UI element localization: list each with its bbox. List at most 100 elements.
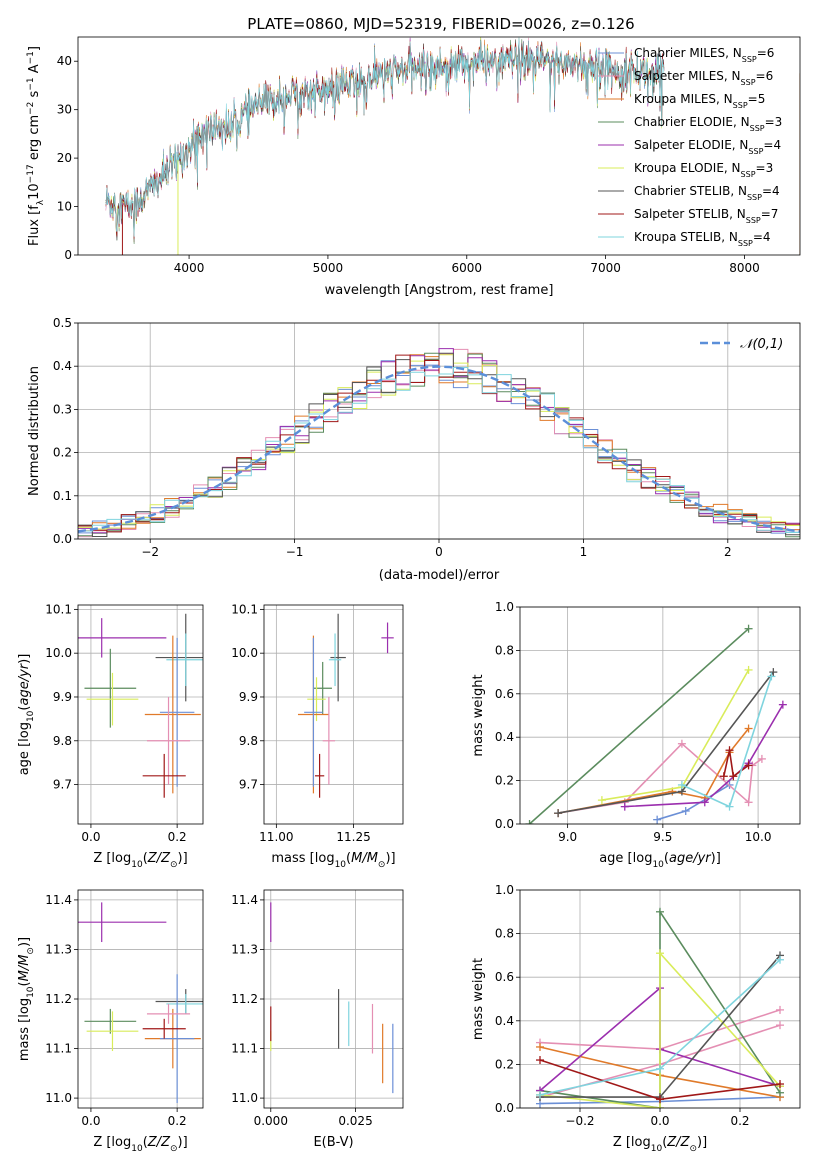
y-tick-label: 9.8 [53, 734, 72, 748]
x-tick-label: 2 [724, 545, 732, 559]
x-tick-label: 0.2 [168, 1114, 187, 1128]
series-marker [656, 907, 664, 916]
plot-area [78, 902, 203, 1104]
y-tick-label: 0.3 [53, 402, 72, 416]
gaussian-curve [78, 365, 800, 533]
x-tick-label: −0.2 [565, 1114, 594, 1128]
y-tick-label: 0.8 [495, 643, 514, 657]
series-line [624, 704, 784, 808]
series-salpeter-stelib [536, 1056, 784, 1104]
series-line [528, 628, 750, 824]
series-marker [776, 1021, 784, 1030]
series-chabrier-elodie [525, 624, 753, 824]
errorbar-point-kroupa-elodie [86, 672, 139, 726]
series-marker [656, 1104, 664, 1108]
errorbar-point-chabrier-stelib [330, 613, 346, 702]
y-axis-label: mass weight [471, 674, 486, 756]
legend-label: Salpeter MILES, NSSP=6 [634, 69, 773, 87]
y-tick-label: 10 [57, 200, 72, 214]
axes-frame [519, 606, 801, 825]
series-marker [677, 780, 686, 789]
y-tick-label: 40 [57, 54, 72, 68]
series-marker [757, 754, 766, 763]
legend: 𝒩(0,1) [700, 337, 783, 352]
plot-area [78, 613, 203, 798]
panel-residuals: −2 −1 0 1 2 0.0 0.1 0.2 0.3 0.4 0.5 𝒩(0,1) (data-mod… [27, 316, 801, 583]
errorbar-point-kroupa-stelib [328, 633, 342, 687]
y-axis-label: mass weight [471, 958, 486, 1040]
series-kroupa-stelib [536, 955, 784, 1099]
y-tick-label: 11.1 [231, 1042, 258, 1056]
axes-frame [77, 604, 204, 825]
series-marker [744, 761, 753, 770]
x-tick-label: −1 [286, 545, 304, 559]
series-line [557, 671, 774, 814]
series-marker [776, 1080, 784, 1089]
histogram-kroupa-stelib [78, 367, 800, 533]
y-tick-label: 0.2 [53, 446, 72, 460]
series-marker [725, 802, 734, 811]
series-marker [776, 1005, 784, 1014]
x-tick-label: 0.2 [730, 1114, 749, 1128]
y-tick-label: 11.0 [45, 1091, 72, 1105]
plot-area [105, 37, 800, 255]
x-axis-label: Z [log10(Z/Z⊙)] [93, 851, 187, 870]
y-tick-label: 0.8 [495, 927, 514, 941]
errorbar-point-salpeter-stelib [142, 1018, 186, 1039]
x-tick-label: 11.25 [336, 830, 370, 844]
x-tick-label: 8000 [729, 261, 760, 275]
series-marker [744, 724, 753, 733]
legend-label: Kroupa STELIB, NSSP=4 [634, 230, 771, 248]
y-axis-label: mass [log10(M/M⊙)] [17, 937, 36, 1061]
y-tick-label: 0 [64, 248, 72, 262]
x-tick-label: 0 [435, 545, 443, 559]
y-tick-label: 0.4 [53, 359, 72, 373]
x-tick-label: 5000 [313, 261, 344, 275]
x-tick-label: 0.000 [254, 1114, 288, 1128]
y-tick-label: 10.1 [45, 602, 72, 616]
panel-age_vs_mass: 11.00 11.25 9.7 9.8 9.9 10.0 10.1 mass [log10(M… [231, 602, 404, 870]
y-tick-label: 0.0 [53, 532, 72, 546]
errorbar-point-salpeter-stelib [314, 753, 325, 798]
series-line [539, 951, 781, 1108]
x-tick-label: 4000 [174, 261, 205, 275]
y-tick-label: 0.0 [495, 1101, 514, 1115]
y-tick-label: 30 [57, 103, 72, 117]
x-tick-label: 0.0 [650, 1114, 669, 1128]
y-tick-label: 10.1 [231, 602, 258, 616]
x-axis-label: wavelength [Angstrom, rest frame] [325, 283, 554, 298]
x-axis-label: (data-model)/error [379, 568, 500, 583]
series-marker [656, 1064, 664, 1073]
x-tick-label: 6000 [451, 261, 482, 275]
series-marker [656, 1095, 664, 1104]
y-tick-label: 11.2 [231, 992, 258, 1006]
y-tick-label: 0.4 [495, 1014, 514, 1028]
series-marker [769, 668, 778, 677]
y-tick-label: 11.4 [45, 893, 72, 907]
y-tick-label: 1.0 [495, 883, 514, 897]
series-marker [776, 955, 784, 964]
y-tick-label: 0.6 [495, 687, 514, 701]
series-marker [677, 739, 686, 748]
series-salpeter-miles [554, 739, 766, 818]
series-marker [767, 672, 776, 681]
x-tick-label: 9.0 [558, 830, 577, 844]
y-tick-label: 9.8 [239, 734, 258, 748]
panel-weight_vs_Z: −0.2 0.0 0.2 0.0 0.2 0.4 0.6 0.8 1.0 Z [log10(Z/Z… [471, 883, 801, 1154]
legend-label: Chabrier MILES, NSSP=6 [634, 46, 774, 64]
y-tick-label: 11.0 [231, 1091, 258, 1105]
series-marker [744, 665, 753, 674]
panel-age_vs_Z: 0.0 0.2 9.7 9.8 9.9 10.0 10.1 Z [log10(Z/Z⊙)] ag… [17, 602, 204, 870]
y-tick-label: 11.4 [231, 893, 258, 907]
errorbar-point-kroupa-stelib [166, 633, 203, 687]
errorbar-point-kroupa-stelib [166, 994, 203, 1014]
y-tick-label: 11.1 [45, 1042, 72, 1056]
spectrum-line-kroupa-stelib [105, 37, 665, 237]
series-marker [597, 796, 606, 805]
legend-label: 𝒩(0,1) [740, 337, 783, 352]
legend-label: Chabrier STELIB, NSSP=4 [634, 184, 780, 202]
errorbar-point-salpeter-miles [322, 696, 336, 785]
series-marker [536, 1090, 544, 1099]
